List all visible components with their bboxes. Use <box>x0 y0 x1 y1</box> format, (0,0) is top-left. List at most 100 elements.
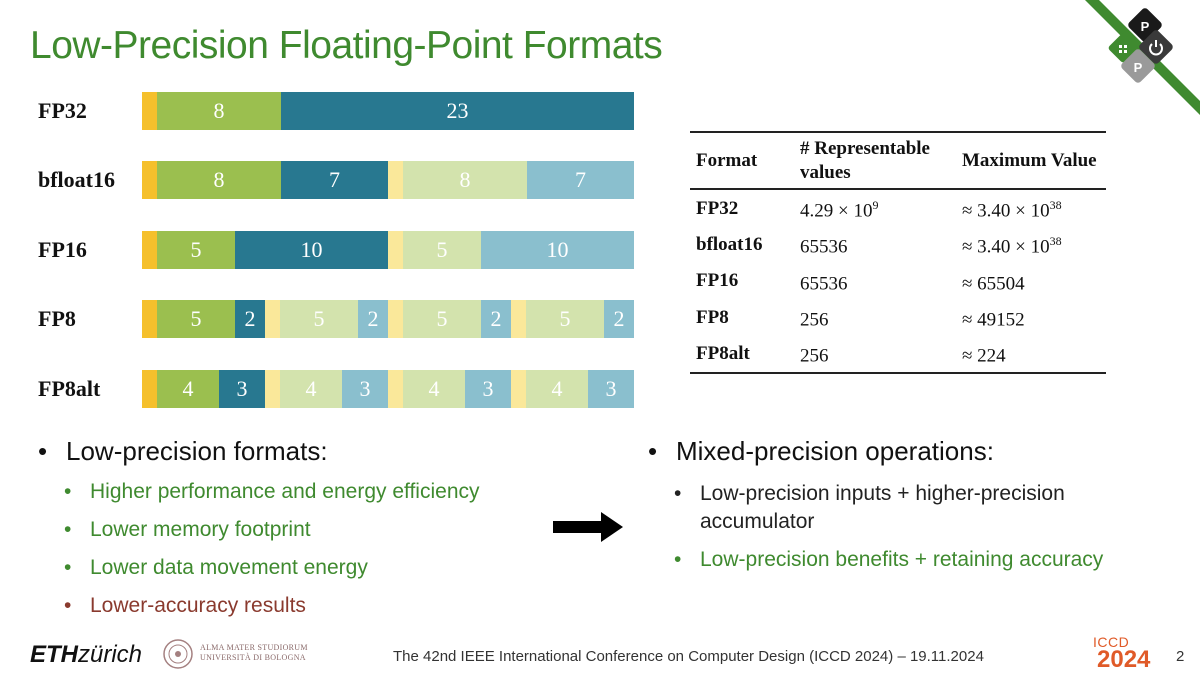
sub-bullet-dot-icon: • <box>64 594 72 617</box>
mixed-precision-bullets: • Mixed-precision operations: • Low-precis… <box>648 434 1178 574</box>
count-cell: 4.29 × 109 <box>794 189 956 226</box>
mantissa-segment: 2 <box>604 300 634 338</box>
mantissa-segment: 2 <box>481 300 511 338</box>
sub-bullet-list: • Higher performance and energy efficienc… <box>64 478 558 620</box>
mantissa-segment: 3 <box>465 370 511 408</box>
sign-bit <box>265 300 280 338</box>
sign-bit <box>511 300 526 338</box>
sub-bullet: • Lower memory footprint <box>64 516 558 544</box>
format-comparison-table: Format # Representable values Maximum Va… <box>690 131 1106 374</box>
format-cell: FP16 <box>696 270 739 292</box>
max-cell: ≈ 3.40 × 1038 <box>956 226 1106 262</box>
table-header-row: Format # Representable values Maximum Va… <box>690 131 1106 190</box>
sign-bit <box>388 370 403 408</box>
bullet-heading: • Low-precision formats: <box>38 434 558 468</box>
sub-bullet-text: Lower data movement energy <box>90 556 368 579</box>
sub-bullet-dot-icon: • <box>64 518 72 541</box>
corner-logo: P P <box>1085 0 1200 115</box>
sub-bullet-text: Higher performance and energy efficiency <box>90 480 480 503</box>
logo-letter-top: P <box>1141 19 1150 34</box>
sub-bullet-dot-icon: • <box>674 548 682 571</box>
format-cell: bfloat16 <box>696 233 763 255</box>
count-base: 256 <box>800 345 829 367</box>
sign-bit <box>265 370 280 408</box>
column-header: # Representable values <box>794 131 956 190</box>
sign-bit <box>142 92 157 130</box>
sub-bullet-dot-icon: • <box>64 556 72 579</box>
sign-bit <box>142 300 157 338</box>
exponent-segment: 5 <box>526 300 604 338</box>
sub-bullet: • Low-precision inputs + higher-precision… <box>674 480 1170 536</box>
bullet-heading-bold: Low-precision <box>66 436 227 466</box>
count-exponent: 9 <box>872 198 879 212</box>
column-header: Maximum Value <box>956 131 1106 190</box>
format-label: FP32 <box>38 98 87 123</box>
format-cell: FP8alt <box>690 335 794 374</box>
eth-zurich-logo: ETHzürich <box>30 641 142 669</box>
sub-bullet-text: Low-precision benefits + retaining accur… <box>700 548 1104 571</box>
max-base: ≈ 224 <box>962 345 1006 367</box>
max-cell: ≈ 49152 <box>956 299 1106 335</box>
sub-bullet-dot-icon: • <box>64 480 72 503</box>
exponent-segment: 5 <box>403 231 481 269</box>
mantissa-segment: 10 <box>481 231 634 269</box>
count-cell: 65536 <box>794 263 956 299</box>
table-row: bfloat16 65536 ≈ 3.40 × 1038 <box>690 226 1106 262</box>
column-header: Format <box>690 131 794 190</box>
slide-title: Low-Precision Floating-Point Formats <box>30 24 663 67</box>
unibo-line-2: UNIVERSITÀ DI BOLOGNA <box>200 653 306 662</box>
table-row: FP32 4.29 × 109 ≈ 3.40 × 1038 <box>690 189 1106 226</box>
mantissa-segment: 3 <box>342 370 388 408</box>
count-base: 65536 <box>800 272 848 294</box>
mantissa-segment: 23 <box>281 92 634 130</box>
sign-bit <box>142 161 157 199</box>
sub-bullet: • Lower data movement energy <box>64 554 558 582</box>
exponent-segment: 8 <box>157 92 281 130</box>
max-exponent: 38 <box>1049 198 1062 212</box>
table-row: FP8alt 256 ≈ 224 <box>690 335 1106 374</box>
format-label: FP8 <box>38 306 76 331</box>
bullet-heading-bold: Mixed-precision <box>676 436 859 466</box>
exponent-segment: 5 <box>157 300 235 338</box>
max-cell: ≈ 65504 <box>956 263 1106 299</box>
exponent-segment: 5 <box>280 300 358 338</box>
exponent-segment: 4 <box>157 370 219 408</box>
page-number: 2 <box>1176 648 1185 665</box>
sub-bullet: • Lower-accuracy results <box>64 592 558 620</box>
exponent-segment: 4 <box>280 370 342 408</box>
exponent-segment: 5 <box>403 300 481 338</box>
table-row: FP16 65536 ≈ 65504 <box>690 263 1106 299</box>
format-cell: FP32 <box>696 197 739 219</box>
eth-logo-rest: zürich <box>78 641 143 668</box>
max-cell: ≈ 3.40 × 1038 <box>956 189 1106 226</box>
mantissa-segment: 3 <box>588 370 634 408</box>
format-cell: FP8 <box>696 306 729 328</box>
sign-bit <box>142 231 157 269</box>
sub-bullet-dot-icon: • <box>674 482 682 505</box>
mantissa-segment: 2 <box>358 300 388 338</box>
max-base: ≈ 3.40 × 10 <box>962 236 1050 258</box>
sign-bit <box>142 370 157 408</box>
logo-letter-bottom: P <box>1134 60 1143 75</box>
sign-bit <box>388 161 403 199</box>
sign-bit <box>511 370 526 408</box>
exponent-segment: 4 <box>526 370 588 408</box>
logo-grid-icon <box>1119 45 1127 53</box>
mantissa-segment: 2 <box>235 300 265 338</box>
sub-bullet-text: Low-precision inputs + higher-precision … <box>700 482 1065 533</box>
bullet-heading-rest: formats: <box>226 436 328 466</box>
exponent-segment: 5 <box>157 231 235 269</box>
max-cell: ≈ 224 <box>956 335 1106 374</box>
mantissa-segment: 7 <box>527 161 634 199</box>
bullet-heading-rest: operations: <box>858 436 994 466</box>
table-row: FP8 256 ≈ 49152 <box>690 299 1106 335</box>
count-cell: 65536 <box>794 226 956 262</box>
count-base: 4.29 × 10 <box>800 200 873 222</box>
sub-bullet-text: Lower-accuracy results <box>90 594 306 617</box>
exponent-segment: 8 <box>157 161 281 199</box>
mantissa-segment: 10 <box>235 231 388 269</box>
max-exponent: 38 <box>1049 234 1062 249</box>
right-arrow-icon <box>553 512 623 542</box>
sub-bullet: • Low-precision benefits + retaining accu… <box>674 546 1178 574</box>
sub-bullet-text: Lower memory footprint <box>90 518 311 541</box>
